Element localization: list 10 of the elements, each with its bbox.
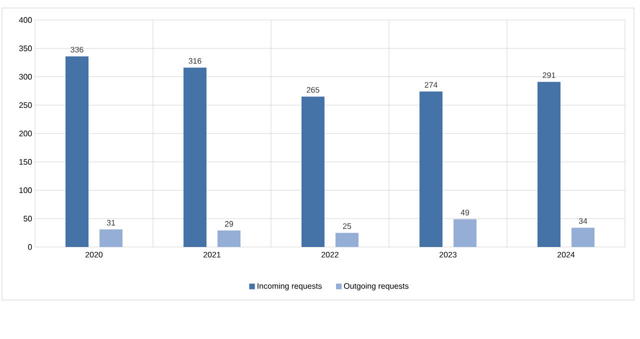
bar [454, 219, 477, 247]
bar [302, 96, 325, 247]
bar [336, 232, 359, 247]
bar [538, 82, 561, 247]
bar [572, 228, 595, 247]
bar [100, 229, 123, 247]
bar [66, 56, 89, 247]
bar [420, 92, 443, 247]
bar [218, 230, 241, 247]
bar [184, 68, 207, 247]
